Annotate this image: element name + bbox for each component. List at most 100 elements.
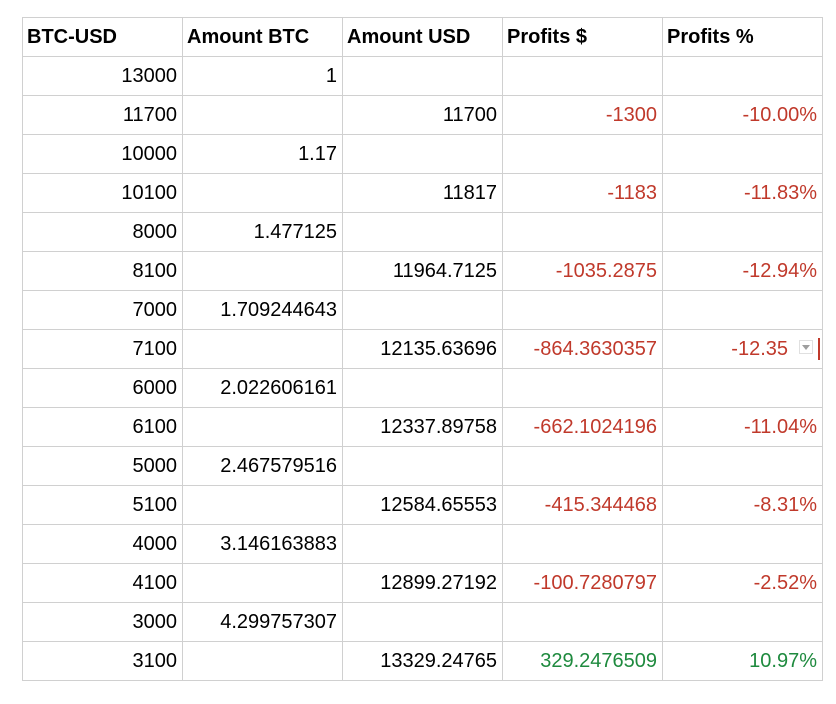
cell-profits-usd[interactable]: -415.344468 [502,485,663,525]
cell-profits-usd[interactable]: -662.1024196 [502,407,663,447]
table-row: 5000 2.467579516 [22,446,823,486]
cell-profits-pct[interactable]: -11.04% [662,407,823,447]
cell-btc-usd[interactable]: 7100 [22,329,183,369]
table-row: 5100 12584.65553 -415.344468 -8.31% [22,485,823,525]
cell-profits-pct[interactable] [662,290,823,330]
cell-amount-btc[interactable]: 4.299757307 [182,602,343,642]
cell-profits-usd[interactable] [502,56,663,96]
cell-btc-usd[interactable]: 10100 [22,173,183,213]
table-row: 13000 1 [22,56,823,96]
table-row: 6000 2.022606161 [22,368,823,408]
cell-amount-btc[interactable] [182,641,343,681]
cell-amount-btc[interactable]: 1.17 [182,134,343,174]
cell-amount-btc[interactable] [182,407,343,447]
cell-amount-btc[interactable] [182,485,343,525]
cell-profits-usd[interactable] [502,212,663,252]
cell-profits-pct-value: -12.35 [731,337,788,360]
cell-profits-pct[interactable] [662,524,823,564]
cell-amount-usd[interactable]: 12135.63696 [342,329,503,369]
cell-profits-usd[interactable]: 329.2476509 [502,641,663,681]
cell-amount-usd[interactable]: 13329.24765 [342,641,503,681]
cell-profits-usd[interactable] [502,524,663,564]
cell-btc-usd[interactable]: 4000 [22,524,183,564]
cell-amount-usd[interactable] [342,524,503,564]
cell-amount-btc[interactable]: 1.709244643 [182,290,343,330]
cell-amount-usd[interactable] [342,602,503,642]
cell-amount-btc[interactable]: 2.022606161 [182,368,343,408]
cell-btc-usd[interactable]: 11700 [22,95,183,135]
header-profits-usd[interactable]: Profits $ [502,17,663,57]
cell-selection-cursor [818,338,820,360]
cell-profits-usd[interactable] [502,368,663,408]
table-row: 4000 3.146163883 [22,524,823,564]
cell-profits-pct[interactable]: 10.97% [662,641,823,681]
cell-profits-pct[interactable] [662,446,823,486]
table-row: 10000 1.17 [22,134,823,174]
cell-profits-pct[interactable]: -12.94% [662,251,823,291]
cell-amount-btc[interactable]: 1 [182,56,343,96]
header-amount-usd[interactable]: Amount USD [342,17,503,57]
header-amount-btc[interactable]: Amount BTC [182,17,343,57]
table-row: 7000 1.709244643 [22,290,823,330]
cell-profits-usd[interactable]: -1035.2875 [502,251,663,291]
cell-profits-pct[interactable]: -2.52% [662,563,823,603]
table-row: 6100 12337.89758 -662.1024196 -11.04% [22,407,823,447]
cell-btc-usd[interactable]: 5000 [22,446,183,486]
cell-amount-btc[interactable]: 1.477125 [182,212,343,252]
cell-profits-usd[interactable]: -1183 [502,173,663,213]
cell-amount-usd[interactable] [342,212,503,252]
cell-btc-usd[interactable]: 5100 [22,485,183,525]
cell-amount-btc[interactable] [182,173,343,213]
header-btc-usd[interactable]: BTC-USD [22,17,183,57]
cell-btc-usd[interactable]: 13000 [22,56,183,96]
cell-amount-usd[interactable]: 11817 [342,173,503,213]
table-row: 7100 12135.63696 -864.3630357 -12.35 [22,329,823,369]
cell-amount-btc[interactable]: 3.146163883 [182,524,343,564]
cell-amount-usd[interactable] [342,134,503,174]
cell-profits-pct[interactable]: -8.31% [662,485,823,525]
spreadsheet-table: BTC-USD Amount BTC Amount USD Profits $ … [22,17,823,681]
cell-profits-pct-editing[interactable]: -12.35 [662,329,823,369]
table-row: 4100 12899.27192 -100.7280797 -2.52% [22,563,823,603]
cell-profits-usd[interactable] [502,290,663,330]
cell-btc-usd[interactable]: 6100 [22,407,183,447]
cell-profits-pct[interactable]: -10.00% [662,95,823,135]
table-row: 8100 11964.7125 -1035.2875 -12.94% [22,251,823,291]
cell-profits-usd[interactable]: -100.7280797 [502,563,663,603]
cell-profits-pct[interactable] [662,212,823,252]
cell-profits-usd[interactable]: -864.3630357 [502,329,663,369]
cell-profits-pct[interactable] [662,602,823,642]
cell-btc-usd[interactable]: 3100 [22,641,183,681]
cell-amount-btc[interactable] [182,563,343,603]
cell-amount-btc[interactable]: 2.467579516 [182,446,343,486]
cell-btc-usd[interactable]: 4100 [22,563,183,603]
cell-btc-usd[interactable]: 6000 [22,368,183,408]
cell-amount-usd[interactable]: 12337.89758 [342,407,503,447]
cell-amount-btc[interactable] [182,329,343,369]
cell-profits-usd[interactable] [502,446,663,486]
cell-amount-usd[interactable]: 12584.65553 [342,485,503,525]
cell-amount-usd[interactable] [342,290,503,330]
cell-profits-pct[interactable] [662,368,823,408]
cell-btc-usd[interactable]: 10000 [22,134,183,174]
cell-amount-usd[interactable]: 11700 [342,95,503,135]
chevron-down-icon[interactable] [799,340,813,354]
cell-profits-usd[interactable] [502,602,663,642]
cell-amount-usd[interactable]: 12899.27192 [342,563,503,603]
cell-profits-usd[interactable] [502,134,663,174]
cell-amount-btc[interactable] [182,95,343,135]
cell-amount-btc[interactable] [182,251,343,291]
cell-profits-pct[interactable]: -11.83% [662,173,823,213]
cell-btc-usd[interactable]: 7000 [22,290,183,330]
cell-profits-pct[interactable] [662,134,823,174]
cell-profits-pct[interactable] [662,56,823,96]
cell-btc-usd[interactable]: 3000 [22,602,183,642]
header-profits-pct[interactable]: Profits % [662,17,823,57]
cell-btc-usd[interactable]: 8000 [22,212,183,252]
cell-profits-usd[interactable]: -1300 [502,95,663,135]
cell-btc-usd[interactable]: 8100 [22,251,183,291]
cell-amount-usd[interactable] [342,56,503,96]
cell-amount-usd[interactable] [342,446,503,486]
cell-amount-usd[interactable]: 11964.7125 [342,251,503,291]
cell-amount-usd[interactable] [342,368,503,408]
